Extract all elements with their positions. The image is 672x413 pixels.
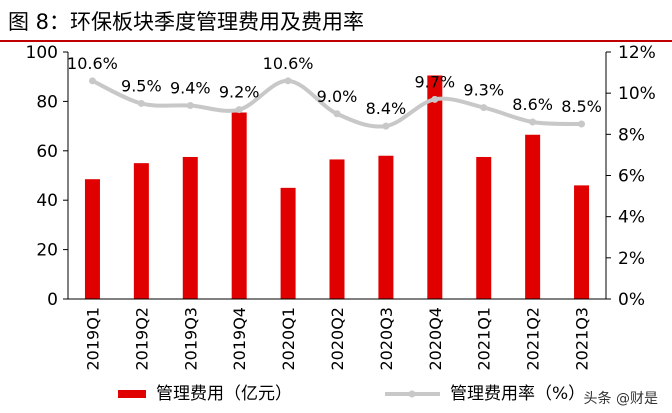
left-tick-label: 80 — [36, 92, 58, 112]
rate-point-2020Q4 — [431, 95, 439, 103]
x-tick-label: 2019Q4 — [230, 307, 249, 371]
left-tick-label: 20 — [36, 241, 58, 261]
rate-label-2019Q4: 9.2% — [219, 83, 260, 102]
bar-2021Q2 — [525, 134, 541, 299]
x-tick-label: 2021Q2 — [524, 307, 543, 371]
bar-2020Q1 — [280, 187, 296, 299]
rate-point-2019Q4 — [235, 106, 243, 114]
rate-label-2019Q3: 9.4% — [170, 79, 211, 98]
rate-point-2020Q3 — [382, 122, 390, 130]
bar-2020Q4 — [427, 75, 443, 299]
title-bar: 图 8：环保板块季度管理费用及费用率 — [0, 0, 672, 42]
rate-label-2020Q4: 9.7% — [414, 72, 455, 91]
bar-2020Q3 — [378, 155, 394, 299]
bar-2019Q3 — [182, 156, 198, 299]
x-tick-label: 2019Q2 — [132, 307, 151, 371]
rate-label-2019Q1: 10.6% — [67, 54, 118, 73]
rate-point-2021Q2 — [529, 118, 537, 126]
left-tick-label: 40 — [36, 191, 58, 211]
rate-label-2020Q3: 8.4% — [366, 99, 407, 118]
x-tick-label: 2020Q1 — [279, 307, 298, 371]
figure-title: 图 8：环保板块季度管理费用及费用率 — [8, 10, 365, 34]
x-tick-label: 2020Q4 — [426, 307, 445, 371]
rate-point-2020Q2 — [333, 110, 341, 118]
x-tick-label: 2019Q3 — [181, 307, 200, 371]
legend-line-label: 管理费用率（%） — [450, 384, 585, 404]
rate-label-2020Q1: 10.6% — [263, 54, 314, 73]
right-tick-label: 4% — [618, 208, 645, 228]
left-tick-label: 0 — [47, 290, 58, 310]
bar-2021Q1 — [476, 156, 492, 299]
x-tick-label: 2020Q3 — [377, 307, 396, 371]
right-tick-label: 12% — [618, 43, 656, 63]
bar-2019Q2 — [133, 163, 149, 299]
rate-point-2019Q1 — [88, 77, 96, 85]
x-tick-label: 2021Q3 — [573, 307, 592, 371]
x-tick-label: 2020Q2 — [328, 307, 347, 371]
rate-label-2021Q2: 8.6% — [512, 95, 553, 114]
left-tick-label: 100 — [26, 43, 58, 63]
rate-label-2020Q2: 9.0% — [317, 87, 358, 106]
x-tick-label: 2019Q1 — [83, 307, 102, 371]
rate-label-2019Q2: 9.5% — [121, 76, 162, 95]
x-tick-label: 2021Q1 — [475, 307, 494, 371]
left-tick-label: 60 — [36, 142, 58, 162]
bar-2020Q2 — [329, 159, 345, 299]
legend-bar-swatch — [118, 390, 146, 398]
rate-label-2021Q1: 9.3% — [463, 81, 504, 100]
right-tick-label: 10% — [618, 84, 656, 104]
right-tick-label: 6% — [618, 167, 645, 187]
rate-point-2020Q1 — [284, 77, 292, 85]
rate-point-2019Q3 — [186, 102, 194, 110]
bar-2019Q1 — [84, 179, 100, 299]
rate-label-2021Q3: 8.5% — [561, 97, 602, 116]
right-tick-label: 0% — [618, 290, 645, 310]
right-tick-label: 8% — [618, 125, 645, 145]
rate-point-2021Q3 — [578, 120, 586, 128]
rate-point-2021Q1 — [480, 104, 488, 112]
watermark: 头条 @财是 — [579, 387, 662, 409]
bar-2019Q4 — [231, 112, 247, 299]
bar-2021Q3 — [574, 185, 590, 299]
legend-bar-label: 管理费用（亿元） — [156, 384, 292, 404]
right-tick-label: 2% — [618, 249, 645, 269]
legend-line-marker — [408, 390, 416, 398]
rate-point-2019Q2 — [137, 99, 145, 107]
